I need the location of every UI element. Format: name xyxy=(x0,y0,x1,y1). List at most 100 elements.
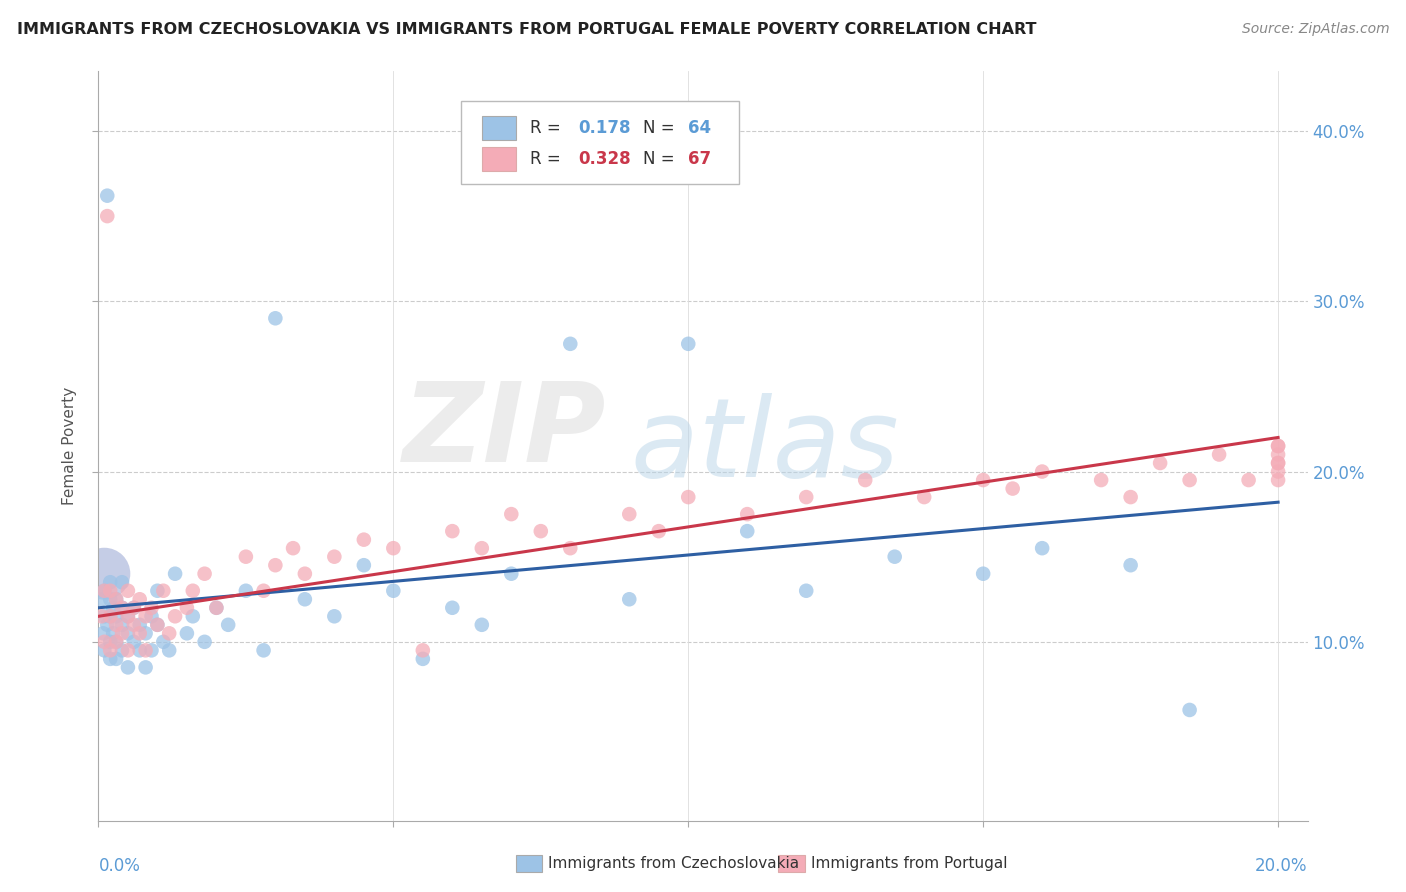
Point xyxy=(165,566,187,581)
Point xyxy=(105,592,128,607)
Point xyxy=(141,643,163,657)
Text: 0.0%: 0.0% xyxy=(98,856,141,874)
Point xyxy=(117,660,139,674)
Bar xyxy=(778,855,804,871)
Point xyxy=(1208,448,1230,462)
Point xyxy=(794,583,817,598)
Point xyxy=(117,583,139,598)
Point xyxy=(735,507,758,521)
Point xyxy=(111,643,134,657)
Point xyxy=(1001,482,1024,496)
Point xyxy=(157,626,180,640)
Point xyxy=(98,652,121,666)
Point xyxy=(194,635,217,649)
FancyBboxPatch shape xyxy=(461,102,740,184)
Bar xyxy=(482,147,516,171)
Point xyxy=(530,524,553,538)
Point xyxy=(105,635,128,649)
Point xyxy=(135,626,157,640)
Point xyxy=(1267,448,1289,462)
Point xyxy=(560,336,582,351)
Point xyxy=(90,592,112,607)
Point xyxy=(122,600,145,615)
Point xyxy=(560,541,582,556)
Point xyxy=(98,635,121,649)
Point xyxy=(105,609,128,624)
Point xyxy=(412,652,434,666)
Point xyxy=(111,626,134,640)
Point xyxy=(501,507,523,521)
Point xyxy=(96,188,118,202)
Point xyxy=(117,609,139,624)
Point xyxy=(252,583,274,598)
Point xyxy=(111,600,134,615)
Point xyxy=(1149,456,1171,470)
Point xyxy=(264,558,287,573)
Point xyxy=(141,600,163,615)
Point xyxy=(98,643,121,657)
Text: Immigrants from Portugal: Immigrants from Portugal xyxy=(811,855,1007,871)
Point xyxy=(1267,465,1289,479)
Text: Immigrants from Czechoslovakia: Immigrants from Czechoslovakia xyxy=(548,855,800,871)
Point xyxy=(264,311,287,326)
Point xyxy=(98,575,121,590)
Bar xyxy=(482,116,516,139)
Point xyxy=(441,600,464,615)
Point xyxy=(157,643,180,657)
Point xyxy=(90,609,112,624)
Point xyxy=(111,600,134,615)
Point xyxy=(93,583,115,598)
Text: Source: ZipAtlas.com: Source: ZipAtlas.com xyxy=(1241,22,1389,37)
Point xyxy=(96,209,118,223)
Bar xyxy=(516,855,543,871)
Point xyxy=(141,609,163,624)
Point xyxy=(619,507,641,521)
Point xyxy=(678,336,700,351)
Point xyxy=(181,583,204,598)
Text: ZIP: ZIP xyxy=(402,377,606,484)
Point xyxy=(117,609,139,624)
Text: R =: R = xyxy=(530,119,567,136)
Point xyxy=(122,617,145,632)
Point xyxy=(1267,439,1289,453)
Point xyxy=(128,592,150,607)
Point xyxy=(117,643,139,657)
Point xyxy=(441,524,464,538)
Point xyxy=(111,575,134,590)
Point xyxy=(678,490,700,504)
Text: IMMIGRANTS FROM CZECHOSLOVAKIA VS IMMIGRANTS FROM PORTUGAL FEMALE POVERTY CORREL: IMMIGRANTS FROM CZECHOSLOVAKIA VS IMMIGR… xyxy=(17,22,1036,37)
Point xyxy=(128,626,150,640)
Point xyxy=(735,524,758,538)
Text: atlas: atlas xyxy=(630,392,898,500)
Point xyxy=(1267,456,1289,470)
Point xyxy=(165,609,187,624)
Point xyxy=(135,660,157,674)
Point xyxy=(122,635,145,649)
Point xyxy=(146,617,169,632)
Point xyxy=(281,541,304,556)
Point xyxy=(93,643,115,657)
Point xyxy=(146,583,169,598)
Point xyxy=(135,643,157,657)
Point xyxy=(101,626,124,640)
Point xyxy=(93,566,115,581)
Point xyxy=(176,600,198,615)
Point xyxy=(972,473,994,487)
Point xyxy=(353,558,375,573)
Text: N =: N = xyxy=(643,150,679,168)
Point xyxy=(146,617,169,632)
Point xyxy=(853,473,876,487)
Point xyxy=(1031,541,1053,556)
Point xyxy=(294,566,316,581)
Point xyxy=(412,643,434,657)
Point xyxy=(217,617,239,632)
Text: 0.178: 0.178 xyxy=(578,119,631,136)
Point xyxy=(1031,465,1053,479)
Point xyxy=(93,609,115,624)
Point xyxy=(93,583,115,598)
Point xyxy=(122,600,145,615)
Point xyxy=(105,635,128,649)
Point xyxy=(98,609,121,624)
Point xyxy=(1237,473,1260,487)
Point xyxy=(98,592,121,607)
